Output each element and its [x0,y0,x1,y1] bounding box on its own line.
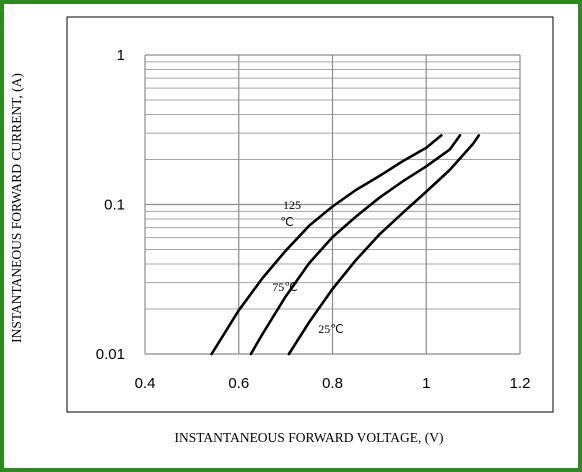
series-label-2-0: 25℃ [318,322,343,336]
series-label-0-0: 125 [283,198,301,212]
x-tick-label: 0.6 [228,375,249,392]
y-tick-label: 0.1 [104,197,125,214]
tick-labels: 0.4 0.6 0.8 1 1.2 0.01 0.1 1 [96,47,531,392]
grid [144,54,521,355]
x-tick-label: 1 [422,375,430,392]
x-axis-title: INSTANTANEOUS FORWARD VOLTAGE, (V) [174,430,443,445]
chart-outer-box [66,16,554,413]
series-line-1 [249,134,462,356]
series-layer [210,134,481,356]
iv-curve-chart: 125 ℃ 75℃ 25℃ 0.4 0.6 0.8 1 1.2 0.01 0.1 1 INSTANT… [9,16,554,445]
x-tick-label: 0.8 [322,375,343,392]
series-labels: 125 ℃ 75℃ 25℃ [272,198,343,336]
series-line-2 [287,134,481,356]
series-line-0 [210,134,443,356]
y-axis-title: INSTANTANEOUS FORWARD CURRENT, (A) [9,73,24,343]
series-label-1-0: 75℃ [272,280,297,294]
y-tick-label: 1 [117,47,125,64]
x-tick-label: 0.4 [135,375,156,392]
series-label-0-1: ℃ [280,215,293,229]
y-tick-label: 0.01 [96,346,125,363]
x-tick-label: 1.2 [510,375,531,392]
